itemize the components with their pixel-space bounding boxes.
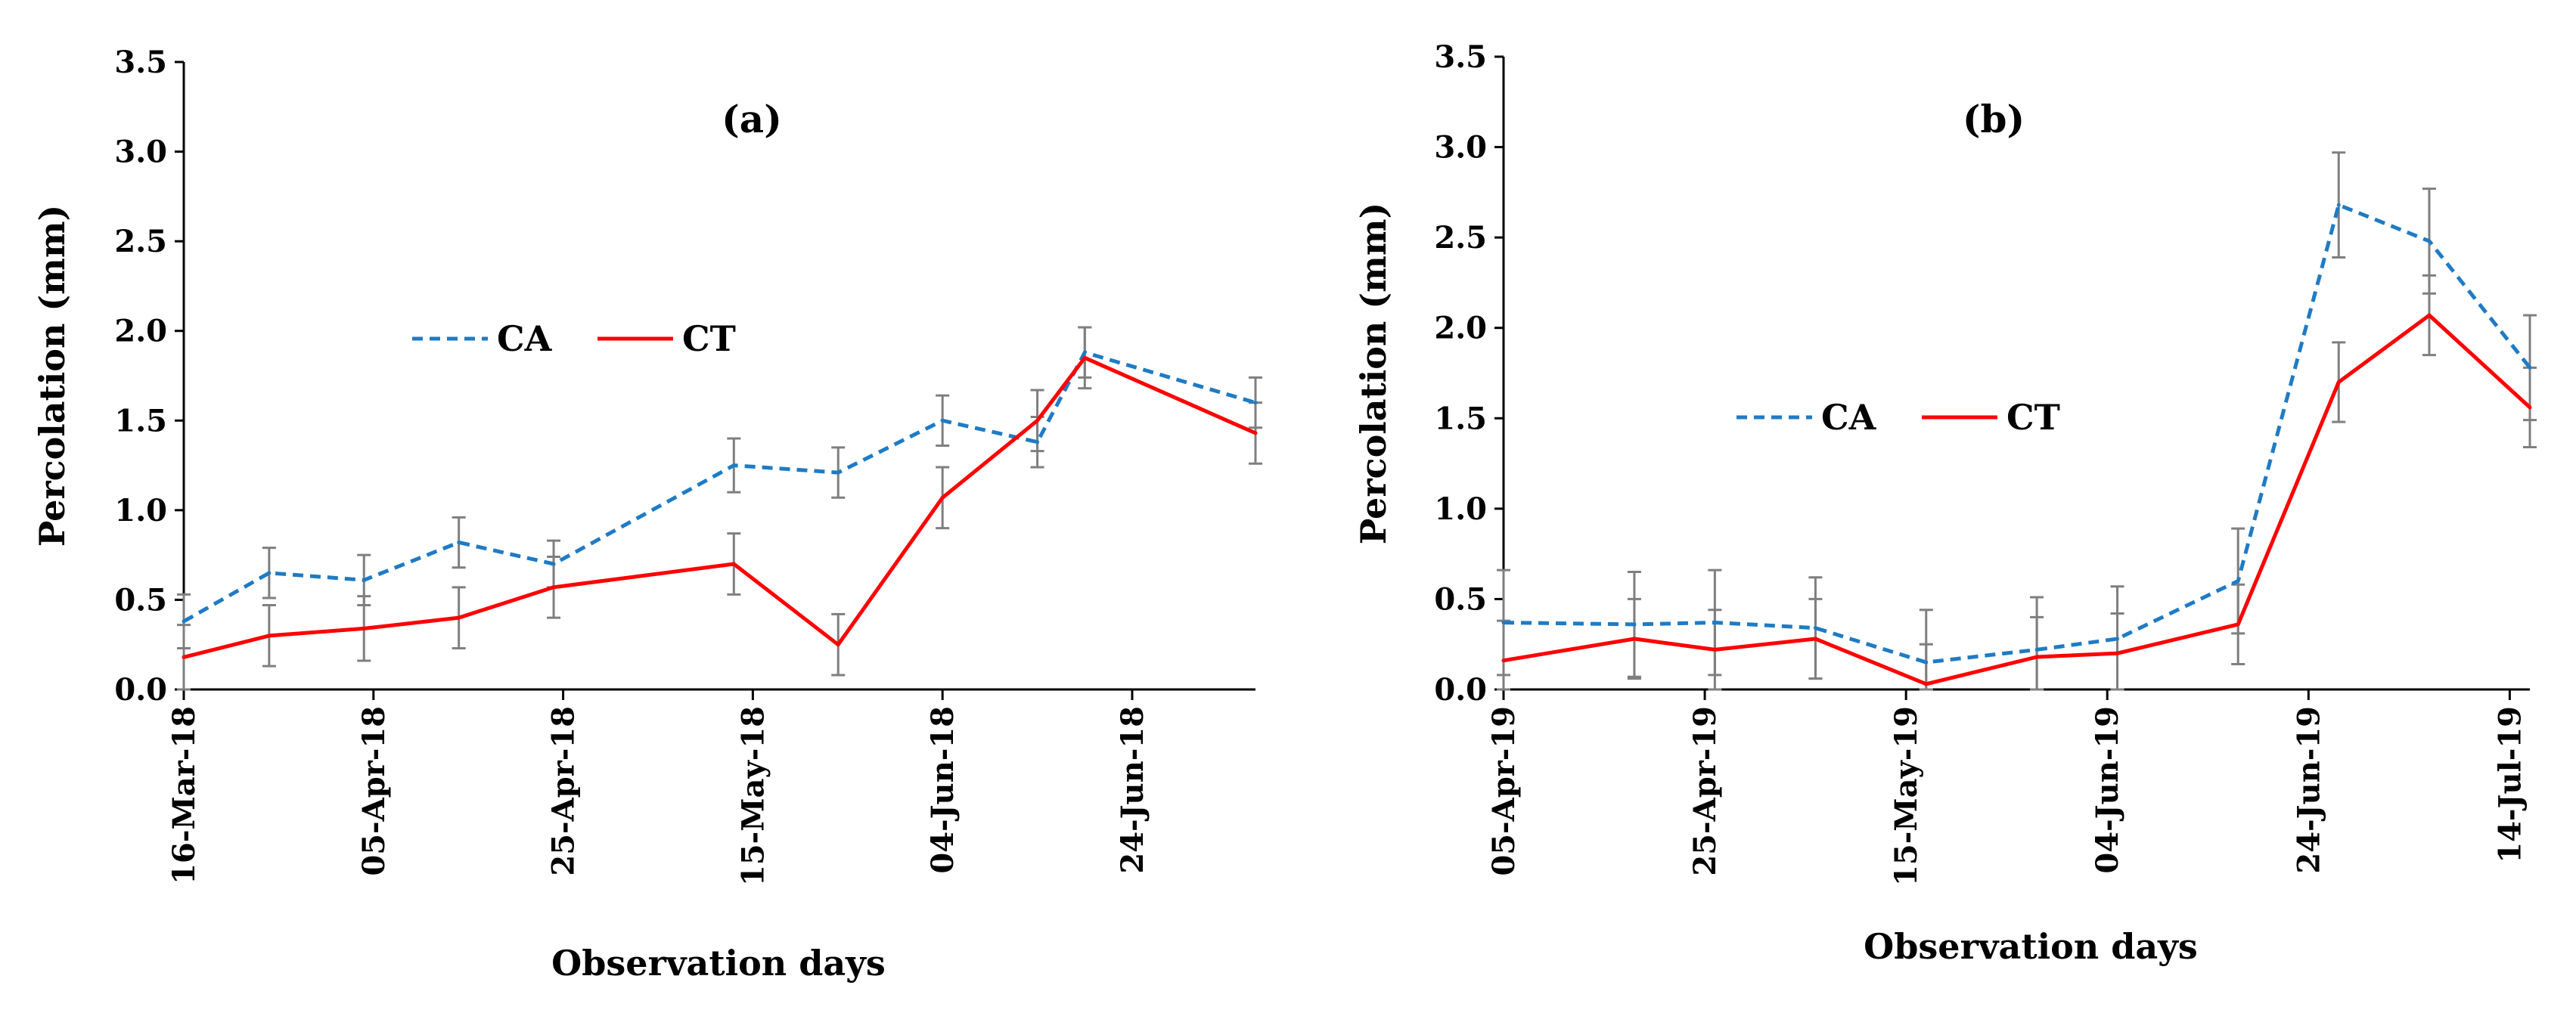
data-point-ca [1813, 626, 1817, 630]
data-point-ca [1501, 621, 1506, 625]
data-point-ct [2115, 651, 2120, 655]
data-point-ct [1035, 418, 1040, 423]
y-tick-label: 3.5 [1434, 39, 1487, 75]
data-point-ca [2236, 579, 2240, 584]
y-tick-label: 3.0 [1434, 130, 1487, 166]
data-point-ct [1712, 647, 1717, 652]
x-tick-label: 05-Apr-18 [356, 706, 392, 876]
data-point-ct [940, 495, 945, 500]
data-point-ca [731, 463, 736, 468]
legend-label-ct: CT [682, 318, 736, 359]
x-tick-label: 25-Apr-18 [546, 706, 582, 876]
x-tick-label: 04-Jun-18 [925, 706, 961, 874]
panel-title: (a) [722, 97, 782, 141]
data-point-ca [2427, 239, 2432, 243]
x-tick-label: 16-Mar-18 [166, 706, 202, 885]
data-point-ct [1253, 431, 1258, 435]
chart-panel-b: 0.0 0.5 1.0 1.5 2.0 2.5 3.0 3.5 05-Apr-19 25-Apr-… [1353, 39, 2537, 967]
data-point-ct [1082, 355, 1087, 360]
data-point-ct [2034, 655, 2039, 659]
data-point-ca [267, 571, 272, 575]
x-axis-label: Observation days [551, 943, 886, 984]
y-tick-label: 0.0 [1434, 672, 1487, 708]
data-point-ct [731, 562, 736, 566]
y-tick-label: 2.5 [114, 224, 167, 259]
x-tick-label: 04-Jun-19 [2090, 706, 2125, 874]
data-point-ct [836, 643, 840, 647]
data-point-ct [182, 655, 186, 659]
data-point-ca [1253, 401, 1258, 405]
y-tick-label: 2.0 [114, 314, 167, 349]
y-tick-label: 0.0 [114, 672, 167, 708]
data-point-ct [362, 626, 366, 630]
data-point-ct [2336, 380, 2341, 384]
error-bar-ct [1497, 619, 1510, 691]
data-point-ca [940, 418, 945, 423]
data-point-ca [457, 541, 461, 545]
chart-panel-a: 0.0 0.5 1.0 1.5 2.0 2.5 3.0 3.5 16-Mar-18 05-Apr-… [32, 45, 1262, 984]
data-point-ca [1712, 621, 1717, 625]
data-point-ct [1924, 682, 1929, 686]
data-point-ct [2236, 622, 2240, 627]
data-point-ct [551, 585, 556, 590]
series-line-ct [183, 355, 1257, 659]
legend: CA CT [412, 318, 736, 359]
data-point-ca [836, 470, 840, 475]
data-point-ca [182, 619, 186, 624]
y-axis-label: Percolation (mm) [1353, 203, 1394, 545]
data-point-ca [2115, 637, 2120, 641]
y-tick-label: 2.0 [1434, 311, 1487, 346]
legend: CA CT [1736, 397, 2060, 438]
legend-label-ca: CA [497, 318, 553, 359]
data-point-ct [1501, 658, 1506, 663]
y-tick-label: 1.5 [114, 403, 167, 438]
x-tick-label: 24-Jun-18 [1115, 706, 1150, 874]
legend-label-ca: CA [1821, 397, 1877, 438]
data-point-ca [551, 562, 556, 566]
x-tick-label: 15-May-18 [735, 706, 771, 886]
data-point-ca [362, 578, 366, 582]
data-point-ct [1632, 637, 1637, 641]
y-axis-label: Percolation (mm) [32, 205, 73, 547]
x-tick-label: 14-Jul-19 [2492, 706, 2528, 863]
x-axis-label: Observation days [1864, 926, 2198, 967]
data-point-ca [2528, 365, 2532, 370]
y-tick-label: 2.5 [1434, 220, 1487, 256]
data-point-ct [2427, 313, 2432, 318]
data-point-ca [2034, 647, 2039, 652]
y-tick-label: 3.0 [114, 135, 167, 170]
y-tick-label: 3.5 [114, 45, 167, 80]
series-line-ca [182, 350, 1256, 624]
series-line-ct [1503, 313, 2531, 686]
y-tick-label: 0.5 [114, 582, 167, 618]
y-tick-label: 1.0 [1434, 491, 1487, 527]
data-point-ca [1632, 622, 1637, 627]
data-point-ca [1924, 660, 1929, 665]
x-tick-label: 24-Jun-19 [2291, 706, 2326, 874]
x-tick-label: 05-Apr-19 [1486, 706, 1522, 876]
data-point-ca [1082, 350, 1087, 355]
y-tick-label: 1.5 [1434, 401, 1487, 436]
x-tick-label: 15-May-19 [1889, 706, 1924, 886]
data-point-ct [457, 615, 461, 620]
x-tick-label: 25-Apr-19 [1687, 706, 1723, 876]
y-tick-label: 1.0 [114, 493, 167, 528]
panel-title: (b) [1963, 97, 2025, 141]
error-bar-ct [1919, 643, 1933, 691]
data-point-ct [1813, 637, 1817, 641]
data-point-ca [1035, 440, 1040, 445]
error-bar-ct [2030, 615, 2044, 691]
legend-label-ct: CT [2006, 397, 2060, 438]
data-point-ca [2336, 203, 2341, 207]
data-point-ct [2528, 405, 2532, 410]
y-tick-label: 0.5 [1434, 581, 1487, 617]
data-point-ct [267, 634, 272, 638]
